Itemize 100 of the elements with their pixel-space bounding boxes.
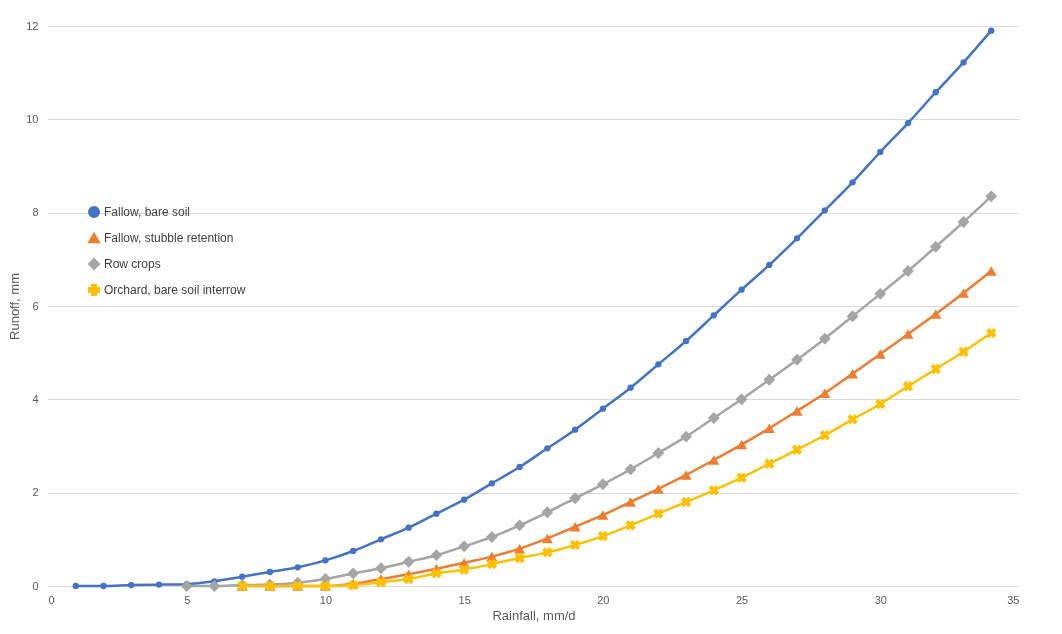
point xyxy=(957,216,970,228)
point xyxy=(513,519,526,532)
point xyxy=(597,530,609,542)
point xyxy=(516,463,523,471)
point xyxy=(682,337,690,345)
point xyxy=(128,581,135,589)
point xyxy=(569,539,581,551)
point xyxy=(599,405,607,412)
point xyxy=(514,552,525,564)
point xyxy=(708,485,720,496)
y-tick-label: 6 xyxy=(32,299,39,312)
point xyxy=(874,287,887,300)
point xyxy=(100,582,107,590)
point xyxy=(375,577,387,588)
point xyxy=(155,581,163,588)
x-tick-label: 0 xyxy=(48,593,55,606)
point xyxy=(596,478,609,491)
point xyxy=(433,510,440,517)
point xyxy=(680,470,692,480)
point xyxy=(930,363,941,375)
point xyxy=(653,508,664,519)
point xyxy=(627,384,634,391)
point xyxy=(877,148,884,156)
point xyxy=(542,547,553,558)
x-tick-label: 30 xyxy=(874,593,887,606)
point xyxy=(652,484,664,494)
y-tick-label: 12 xyxy=(26,19,39,32)
point xyxy=(430,549,443,562)
point xyxy=(819,430,830,441)
point xyxy=(571,426,579,433)
point xyxy=(738,286,745,293)
point xyxy=(904,119,912,127)
point xyxy=(655,361,662,368)
point xyxy=(763,373,776,386)
legend-label: Orchard, bare soil interrow xyxy=(104,283,246,297)
point xyxy=(652,447,665,459)
point xyxy=(624,463,637,476)
point xyxy=(902,381,914,392)
point xyxy=(402,555,415,568)
legend-label: Fallow, stubble retention xyxy=(104,231,234,245)
point xyxy=(266,568,274,576)
y-tick-label: 2 xyxy=(32,486,39,499)
point xyxy=(710,312,717,319)
legend-label: Row crops xyxy=(104,257,161,271)
point xyxy=(514,543,526,554)
legend-label: Fallow, bare soil xyxy=(104,205,191,219)
point xyxy=(902,329,914,339)
x-tick-label: 5 xyxy=(184,593,191,606)
point xyxy=(377,536,385,543)
point xyxy=(625,520,636,531)
point xyxy=(818,332,831,345)
point xyxy=(347,567,360,580)
point xyxy=(680,430,692,443)
point xyxy=(569,492,582,505)
point xyxy=(763,423,775,434)
point xyxy=(458,564,470,575)
point xyxy=(707,412,720,424)
point xyxy=(874,349,886,359)
point xyxy=(791,406,803,416)
point xyxy=(239,573,246,580)
point xyxy=(597,510,609,520)
point xyxy=(958,346,969,357)
point xyxy=(875,398,886,410)
point xyxy=(680,496,692,508)
point xyxy=(460,496,468,503)
point xyxy=(821,207,828,214)
point xyxy=(985,190,998,203)
x-tick-label: 35 xyxy=(1007,593,1020,606)
point xyxy=(766,261,773,269)
point xyxy=(958,288,969,298)
point xyxy=(431,568,442,579)
point xyxy=(736,439,748,450)
point xyxy=(819,388,831,399)
point xyxy=(485,531,498,543)
point xyxy=(541,533,553,544)
y-tick-label: 4 xyxy=(32,392,39,405)
point xyxy=(764,458,775,469)
point xyxy=(375,562,387,575)
point xyxy=(929,240,942,253)
point xyxy=(930,309,942,319)
point xyxy=(569,521,581,532)
point xyxy=(541,506,554,519)
point xyxy=(988,27,995,34)
point xyxy=(403,573,414,585)
point xyxy=(791,444,803,455)
point xyxy=(625,497,637,507)
point xyxy=(322,557,329,564)
x-tick-label: 10 xyxy=(319,593,333,606)
point xyxy=(847,414,858,425)
point xyxy=(544,445,551,452)
x-tick-label: 25 xyxy=(735,593,749,606)
y-tick-label: 0 xyxy=(32,579,39,592)
point xyxy=(350,547,357,555)
point xyxy=(793,235,801,242)
point xyxy=(846,310,859,323)
point xyxy=(736,472,747,483)
point xyxy=(847,368,859,379)
point xyxy=(932,89,939,96)
x-axis-title: Rainfall, mm/d xyxy=(492,607,576,623)
y-axis-title: Runoff, mm xyxy=(7,273,23,340)
